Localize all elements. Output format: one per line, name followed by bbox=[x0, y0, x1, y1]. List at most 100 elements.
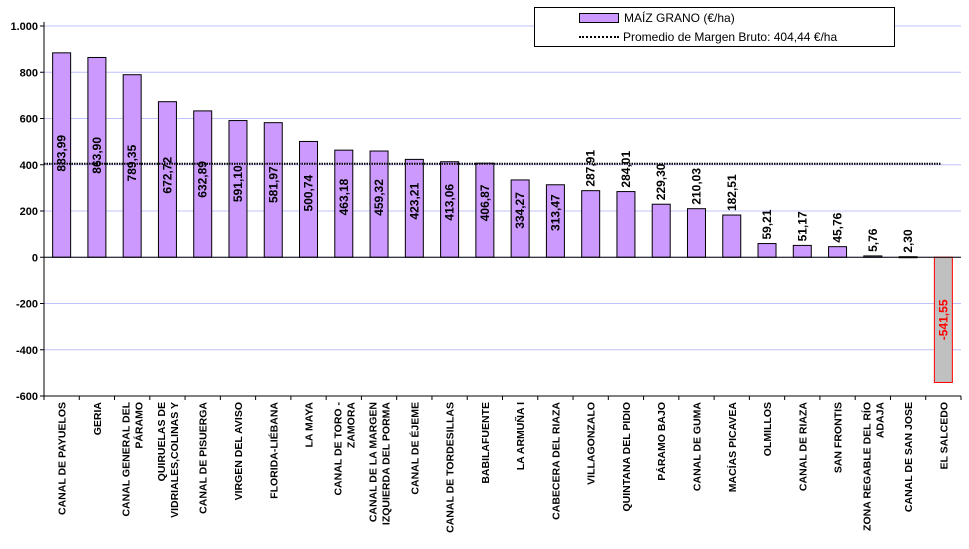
x-category-label: CANAL DE PAYUELOS bbox=[57, 402, 69, 515]
x-category-label-line: FLORIDA-LIÉBANA bbox=[267, 402, 280, 499]
y-tick-label: -400 bbox=[16, 345, 38, 357]
data-label: 51,17 bbox=[795, 211, 809, 241]
x-category-label: CANAL DE TORDESILLAS bbox=[445, 402, 457, 533]
x-category-label-line: QUIRUELAS DE bbox=[156, 402, 168, 481]
axes bbox=[40, 22, 962, 400]
x-category-label-line: QUINTANA DEL PIDIO bbox=[621, 402, 633, 511]
data-label: 2,30 bbox=[901, 229, 915, 253]
data-label: 5,76 bbox=[866, 228, 880, 252]
x-category-label: CANAL DE PISUERGA bbox=[198, 402, 210, 514]
x-category-label: CANAL DE RIAZA bbox=[797, 402, 809, 491]
legend-average-label: Promedio de Margen Bruto: 404,44 €/ha bbox=[623, 30, 838, 44]
data-label: 313,47 bbox=[548, 194, 562, 231]
data-label: 863,90 bbox=[90, 137, 104, 174]
data-label: 45,76 bbox=[831, 212, 845, 242]
y-tick-label: 200 bbox=[20, 206, 38, 218]
x-category-label-line: ADAJA bbox=[874, 402, 886, 439]
x-category-label-line: SAN FRONTIS bbox=[833, 402, 845, 473]
y-tick-label: 0 bbox=[32, 252, 38, 264]
legend-bar-swatch bbox=[579, 13, 619, 23]
bar bbox=[828, 246, 848, 258]
x-category-label-line: CANAL DE TORO - bbox=[332, 401, 344, 495]
x-category-label: BABILAFUENTE bbox=[480, 402, 492, 484]
x-category-label: CANAL DE TORO - ZAMORA bbox=[332, 401, 357, 495]
x-category-label: FLORIDA-LIÉBANA bbox=[267, 402, 280, 499]
y-tick-label: -600 bbox=[16, 391, 38, 403]
data-label: 229,30 bbox=[654, 163, 668, 200]
bar bbox=[686, 208, 706, 258]
y-tick-label: 600 bbox=[20, 114, 38, 126]
data-label: 406,87 bbox=[478, 184, 492, 221]
legend-item-average: Promedio de Margen Bruto: 404,44 €/ha bbox=[579, 28, 837, 46]
data-label: 423,21 bbox=[407, 183, 421, 220]
x-category-label: VILLAGONZALO bbox=[586, 402, 598, 485]
data-label: 59,21 bbox=[760, 209, 774, 239]
x-category-label: SAN FRONTIS bbox=[833, 402, 845, 473]
x-category-label-line: BABILAFUENTE bbox=[480, 402, 492, 484]
data-label: 591,10 bbox=[231, 165, 245, 202]
x-category-label-line: CANAL DE ÉJEME bbox=[408, 402, 421, 495]
legend-dotted-line-swatch bbox=[579, 36, 619, 38]
data-label: 182,51 bbox=[725, 174, 739, 211]
bar bbox=[651, 203, 671, 258]
x-category-label: ZONA REGABLE DEL RÍO ADAJA bbox=[860, 402, 886, 531]
x-category-label: CANAL DE LA MARGEN IZQUIERDA DEL PORMA bbox=[368, 402, 393, 526]
data-label: 459,32 bbox=[372, 179, 386, 216]
x-category-label: MACÍAS PICAVEA bbox=[726, 402, 739, 493]
x-category-label: EL SALCEDO bbox=[938, 402, 950, 469]
x-category-label: QUINTANA DEL PIDIO bbox=[621, 402, 633, 511]
y-tick-label: 800 bbox=[20, 67, 38, 79]
x-axis-category-labels: CANAL DE PAYUELOS GERIA CANAL GENERAL DEL P… bbox=[57, 401, 951, 532]
x-category-label-line: CANAL DE GUMA bbox=[691, 402, 703, 491]
data-label: 581,97 bbox=[266, 166, 280, 203]
data-label: 632,89 bbox=[196, 161, 210, 198]
x-category-label-line: PÁRAMO BAJO bbox=[655, 402, 668, 481]
x-category-label: CANAL DE SAN JOSE bbox=[903, 402, 915, 512]
x-category-label: CABECERA DEL RIAZA bbox=[550, 402, 562, 520]
legend: MAÍZ GRANO (€/ha) Promedio de Margen Bru… bbox=[534, 7, 895, 47]
x-category-label-line: CABECERA DEL RIAZA bbox=[550, 402, 562, 520]
data-label: 334,27 bbox=[513, 192, 527, 229]
x-category-label-line: LA MAYA bbox=[304, 402, 316, 448]
x-category-label: VIRGEN DEL AVISO bbox=[233, 402, 245, 500]
x-category-label-line: IZQUIERDA DEL PORMA bbox=[381, 402, 393, 526]
x-category-label-line: CANAL DE LA MARGEN bbox=[368, 402, 380, 522]
data-label: 463,18 bbox=[337, 178, 351, 215]
x-category-label-line: CANAL DE TORDESILLAS bbox=[445, 402, 457, 533]
x-category-label-line: VIDRIALES,COLINAS Y bbox=[169, 402, 181, 518]
x-category-label-line: PÁRAMO bbox=[133, 402, 146, 449]
legend-series-label: MAÍZ GRANO (€/ha) bbox=[624, 11, 735, 25]
gridlines bbox=[44, 25, 961, 351]
data-label: 672,72 bbox=[160, 157, 174, 194]
x-category-label-line: OLMILLOS bbox=[762, 402, 774, 456]
x-category-label-line: CANAL GENERAL DEL bbox=[121, 401, 133, 516]
x-category-label: PÁRAMO BAJO bbox=[655, 402, 668, 481]
bar bbox=[581, 190, 601, 258]
data-label: 883,99 bbox=[55, 135, 69, 172]
bars bbox=[52, 52, 953, 383]
data-label: 284,01 bbox=[619, 151, 633, 188]
y-tick-label: 400 bbox=[20, 160, 38, 172]
x-category-label-line: ZONA REGABLE DEL RÍO bbox=[860, 402, 873, 531]
x-category-label: QUIRUELAS DE VIDRIALES,COLINAS Y bbox=[156, 402, 181, 518]
y-axis-tick-labels: 1.000 800 600 400 200 0 -200 -400 -600 bbox=[10, 21, 38, 403]
x-category-label: CANAL DE ÉJEME bbox=[408, 402, 421, 495]
x-category-label: GERIA bbox=[92, 402, 104, 436]
x-category-label-line: VILLAGONZALO bbox=[586, 402, 598, 485]
data-label: 210,03 bbox=[689, 168, 703, 205]
data-label: 500,74 bbox=[302, 174, 316, 211]
x-category-label-line: MACÍAS PICAVEA bbox=[726, 402, 739, 493]
x-category-label: CANAL DE GUMA bbox=[691, 402, 703, 491]
x-category-label-line: CANAL DE PAYUELOS bbox=[57, 402, 69, 515]
x-category-label-line: ZAMORA bbox=[345, 402, 357, 448]
legend-item-series: MAÍZ GRANO (€/ha) bbox=[579, 9, 735, 27]
x-category-label-line: EL SALCEDO bbox=[938, 402, 950, 469]
data-label: -541,55 bbox=[936, 299, 950, 340]
x-category-label: LA MAYA bbox=[304, 402, 316, 448]
data-label: 287,91 bbox=[584, 150, 598, 187]
x-category-label-line: CANAL DE RIAZA bbox=[797, 402, 809, 491]
y-tick-label: -200 bbox=[16, 299, 38, 311]
bar bbox=[722, 214, 742, 258]
